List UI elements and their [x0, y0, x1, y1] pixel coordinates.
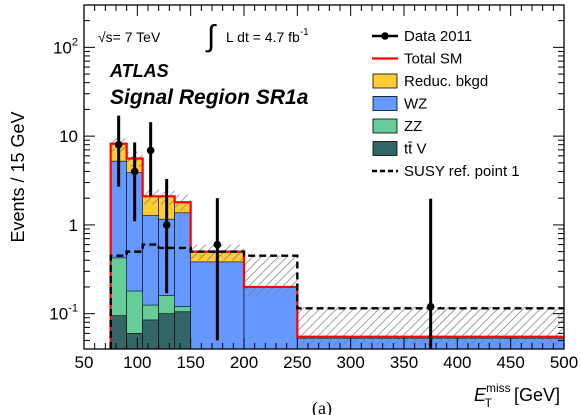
y-axis-label: Events / 15 GeV: [8, 111, 28, 242]
data-point-5: [426, 302, 435, 311]
legend-swatch-reduc: [372, 73, 398, 89]
legend-label-zz: ZZ: [404, 118, 422, 135]
x-tick-label-400: 400: [443, 353, 471, 372]
bar-ttv-2: [142, 319, 159, 349]
x-tick-label-250: 250: [283, 353, 311, 372]
bar-wz-6: [243, 287, 298, 349]
bar-ttv-0: [110, 315, 127, 349]
sqrt-s-label: √s= 7 TeV: [98, 29, 161, 45]
susy-line: [109, 243, 564, 349]
syst-band-6: [244, 255, 298, 296]
legend-label-reduc: Reduc. bkgd: [404, 73, 488, 90]
legend-swatch-zz: [372, 118, 398, 134]
luminosity-label: L dt = 4.7 fb-1: [226, 27, 309, 45]
legend: Data 2011 Total SM Reduc. bkgd WZ ZZ tt̄ V SUS…: [372, 28, 520, 180]
x-tick-label-350: 350: [390, 353, 418, 372]
legend-label-wz: WZ: [404, 96, 427, 113]
bar-ttv-3: [158, 313, 175, 349]
x-tick-label-50: 50: [75, 353, 94, 372]
x-axis-label-main: E: [474, 385, 487, 405]
legend-label-susy: SUSY ref. point 1: [404, 163, 520, 180]
plot-frame: [83, 4, 565, 350]
luminosity-value: L dt = 4.7 fb: [226, 29, 300, 45]
y-tick-label-1: 1: [69, 216, 78, 235]
legend-swatch-wz: [372, 96, 398, 111]
x-axis-label: Emiss T [GeV]: [474, 381, 560, 410]
x-tick-label-500: 500: [550, 353, 578, 372]
legend-label-data: Data 2011: [404, 28, 472, 45]
region-label: Signal Region SR1a: [110, 86, 309, 109]
data-point-0: [114, 140, 123, 149]
legend-swatch-ttv: [372, 141, 398, 156]
legend-data-marker: [381, 32, 389, 40]
x-tick-label-450: 450: [496, 353, 524, 372]
total-sm-line: [109, 142, 564, 349]
legend-label-ttv: tt̄ V: [404, 141, 427, 158]
x-axis-label-unit: [GeV]: [514, 385, 560, 405]
bar-ttv-4: [174, 311, 191, 349]
y-tick-label-100: 102: [53, 36, 78, 57]
x-tick-label-200: 200: [230, 353, 258, 372]
luminosity-exponent: -1: [300, 27, 309, 38]
data-point-1: [130, 167, 139, 176]
x-tick-label-300: 300: [336, 353, 364, 372]
bar-ttv-1: [126, 333, 143, 349]
x-tick-label-150: 150: [176, 353, 204, 372]
x-axis-label-sub: T: [485, 396, 493, 410]
data-point-3: [162, 221, 171, 229]
legend-label-total-sm: Total SM: [404, 51, 462, 68]
data-point-4: [213, 240, 222, 249]
data-point-2: [146, 146, 155, 155]
y-tick-label-0.1: 10-1: [49, 303, 78, 324]
integral-sign: ∫: [205, 20, 217, 53]
panel-label: (a): [312, 398, 332, 415]
y-tick-label-10: 10: [59, 127, 78, 146]
x-axis-label-sup: miss: [486, 381, 511, 395]
x-tick-label-100: 100: [123, 353, 151, 372]
atlas-label: ATLAS: [109, 61, 169, 81]
